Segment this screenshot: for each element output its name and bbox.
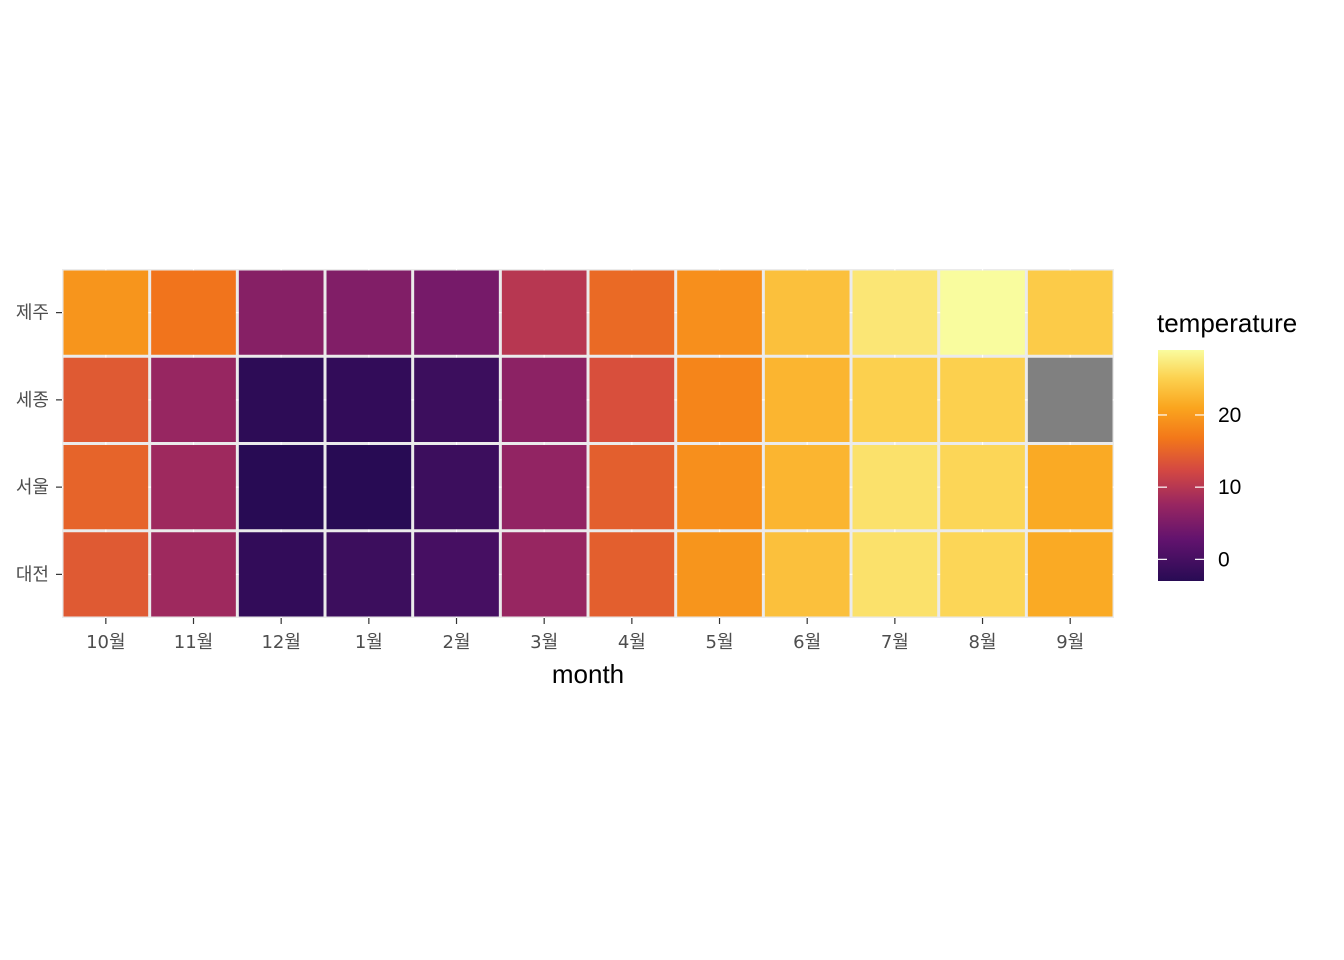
heatmap-cell bbox=[414, 445, 499, 530]
heatmap-cell bbox=[940, 357, 1025, 442]
x-tick-label: 1월 bbox=[355, 632, 383, 653]
heatmap-cell bbox=[940, 445, 1025, 530]
heatmap-cell bbox=[677, 532, 762, 617]
heatmap-cell bbox=[1027, 357, 1113, 442]
y-tick-label: 제주 bbox=[16, 303, 49, 324]
heatmap-cell bbox=[326, 270, 412, 355]
heatmap-cell bbox=[63, 532, 149, 617]
heatmap-cell bbox=[414, 270, 499, 355]
x-tick-label: 5월 bbox=[706, 632, 734, 653]
heatmap-cell bbox=[589, 532, 675, 617]
heatmap-cell bbox=[63, 445, 149, 530]
heatmap-cell bbox=[238, 532, 324, 617]
x-tick-label: 10월 bbox=[86, 632, 125, 653]
heatmap-cell bbox=[677, 270, 762, 355]
x-tick-label: 6월 bbox=[793, 632, 821, 653]
heatmap-cell bbox=[589, 270, 675, 355]
heatmap-cell bbox=[414, 357, 499, 442]
legend-colorbar bbox=[1158, 350, 1204, 581]
heatmap-cell bbox=[501, 270, 587, 355]
heatmap-cell bbox=[589, 357, 675, 442]
heatmap-cell bbox=[151, 532, 236, 617]
x-tick-label: 4월 bbox=[618, 632, 646, 653]
heatmap-cell bbox=[238, 357, 324, 442]
heatmap-cell bbox=[940, 532, 1025, 617]
heatmap-cell bbox=[151, 270, 236, 355]
x-tick-label: 9월 bbox=[1056, 632, 1084, 653]
heatmap-cell bbox=[852, 445, 938, 530]
heatmap-cell bbox=[414, 532, 499, 617]
heatmap-cell bbox=[764, 445, 850, 530]
heatmap-cell bbox=[1027, 445, 1113, 530]
heatmap-cell bbox=[852, 532, 938, 617]
x-tick-label: 7월 bbox=[881, 632, 909, 653]
heatmap-cell bbox=[63, 270, 149, 355]
heatmap-cell bbox=[764, 532, 850, 617]
panel-background bbox=[62, 269, 1114, 618]
heatmap-cell bbox=[1027, 270, 1113, 355]
heatmap-cell bbox=[238, 445, 324, 530]
heatmap-cell bbox=[1027, 532, 1113, 617]
y-tick-label: 대전 bbox=[16, 564, 49, 585]
y-tick-label: 세종 bbox=[16, 390, 49, 411]
legend-title: temperature bbox=[1157, 308, 1297, 338]
heatmap-cell bbox=[677, 357, 762, 442]
heatmap-cell bbox=[677, 445, 762, 530]
heatmap-cell bbox=[63, 357, 149, 442]
x-axis: 10월 11월 12월 1월 2월 3월 4월 5월 6월 7월 8월 9월 bbox=[86, 618, 1084, 653]
heatmap-cell bbox=[151, 357, 236, 442]
x-tick-label: 2월 bbox=[443, 632, 471, 653]
heatmap-cell bbox=[852, 357, 938, 442]
heatmap-cell bbox=[238, 270, 324, 355]
heatmap-cell bbox=[940, 270, 1025, 355]
x-tick-label: 11월 bbox=[174, 632, 213, 653]
legend: temperature 0 10 20 bbox=[1157, 308, 1297, 581]
heatmap-cell bbox=[326, 357, 412, 442]
heatmap-cell bbox=[326, 532, 412, 617]
heatmap-cell bbox=[151, 445, 236, 530]
heatmap-cell bbox=[589, 445, 675, 530]
heatmap-cell bbox=[764, 270, 850, 355]
heatmap-cell bbox=[501, 532, 587, 617]
y-tick-label: 서울 bbox=[16, 477, 49, 498]
heatmap-cells bbox=[63, 270, 1113, 617]
heatmap-cell bbox=[501, 445, 587, 530]
heatmap-cell bbox=[501, 357, 587, 442]
legend-tick-label: 20 bbox=[1218, 404, 1241, 427]
heatmap-cell bbox=[852, 270, 938, 355]
legend-ticks: 0 10 20 bbox=[1158, 404, 1241, 571]
heatmap-cell bbox=[764, 357, 850, 442]
heatmap-cell bbox=[326, 445, 412, 530]
legend-tick-label: 10 bbox=[1218, 476, 1241, 499]
x-axis-title: month bbox=[552, 659, 624, 689]
legend-tick-label: 0 bbox=[1218, 548, 1230, 571]
x-tick-label: 12월 bbox=[261, 632, 300, 653]
x-tick-label: 8월 bbox=[969, 632, 997, 653]
x-tick-label: 3월 bbox=[530, 632, 558, 653]
